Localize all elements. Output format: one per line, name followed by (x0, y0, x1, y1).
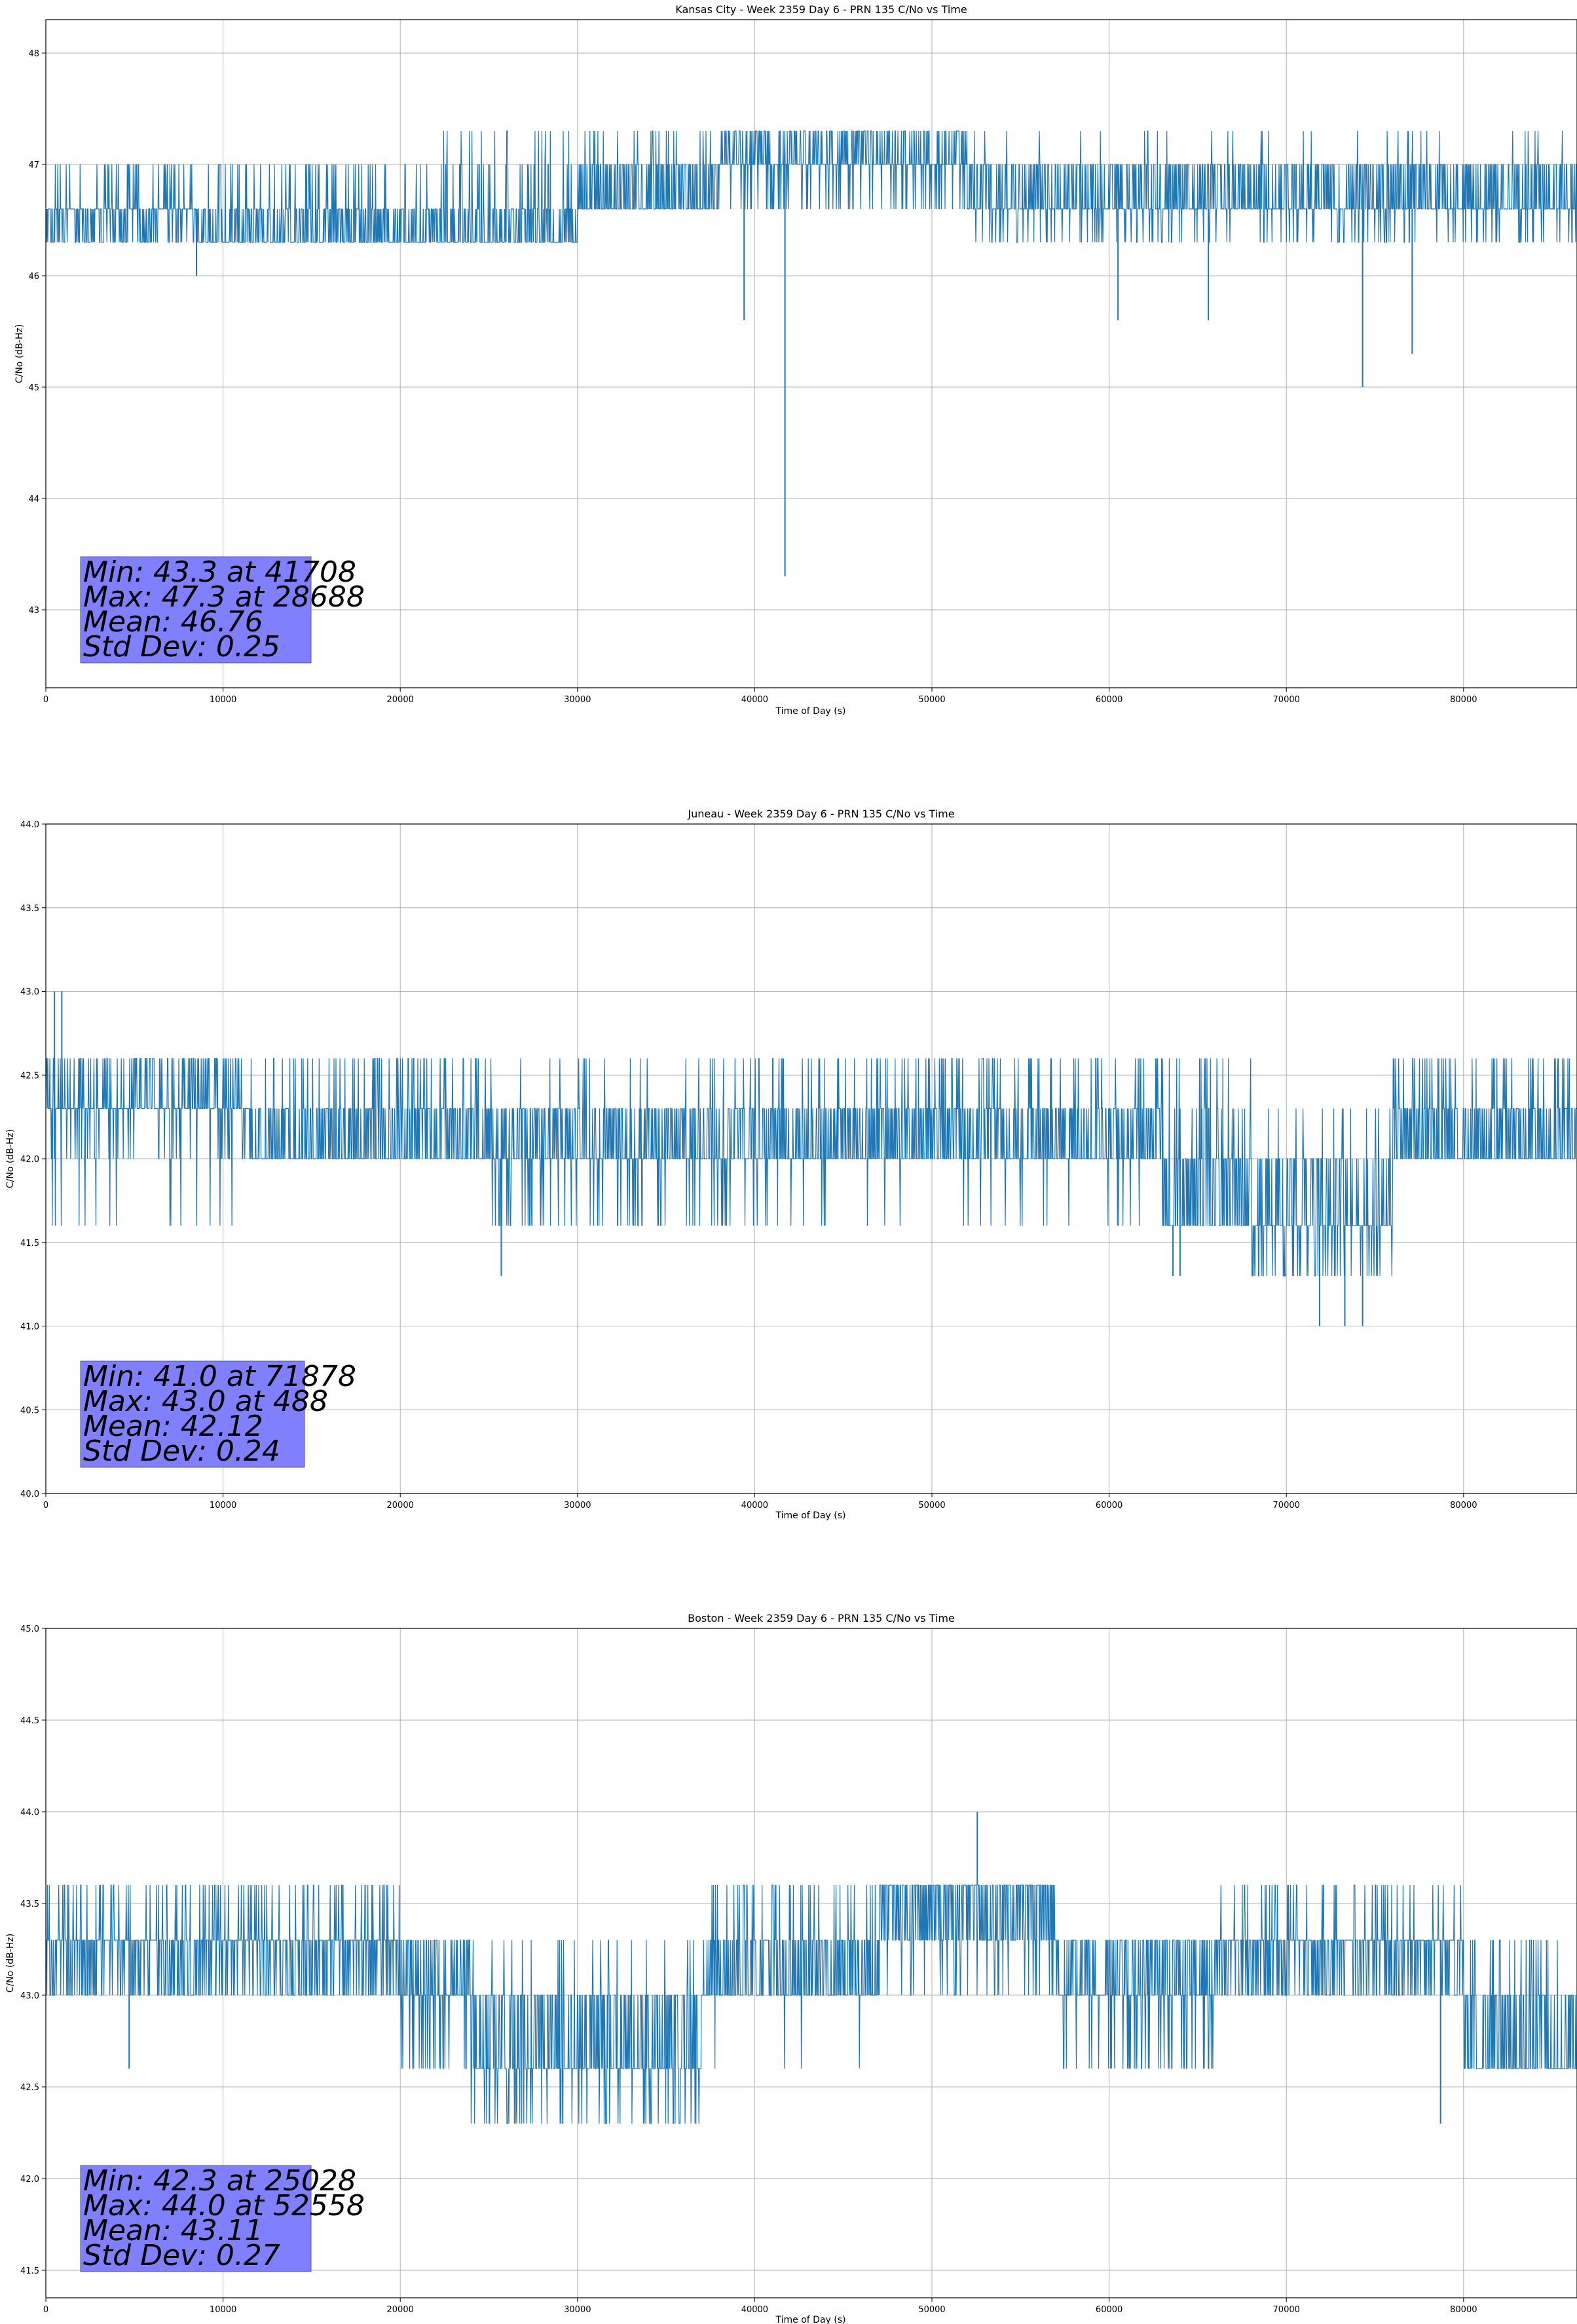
y-tick-label: 43 (28, 606, 39, 616)
stat-min-juneau: Min: 41.0 at 71878 (83, 1360, 356, 1393)
series-line-kansas-city (45, 130, 1577, 243)
x-tick-label: 70000 (1273, 695, 1300, 705)
chart-title-kansas-city: Kansas City - Week 2359 Day 6 - PRN 135 … (675, 3, 967, 16)
y-axis-label-juneau: C/No (dB-Hz) (5, 1129, 16, 1188)
x-tick-label: 0 (43, 2305, 48, 2315)
y-tick-label: 41.5 (20, 1239, 39, 1248)
x-tick-label: 0 (43, 695, 48, 705)
stat-stddev-kansas-city: Std Dev: 0.25 (83, 630, 280, 664)
x-tick-label: 50000 (918, 1501, 945, 1510)
stat-max-boston: Max: 44.0 at 52558 (83, 2189, 365, 2222)
x-tick-label: 10000 (210, 695, 236, 705)
y-axis-label-kansas-city: C/No (dB-Hz) (14, 324, 25, 383)
x-tick-label: 50000 (918, 2305, 945, 2315)
series-kansas-city (45, 130, 1577, 576)
y-tick-label: 45 (28, 383, 39, 393)
y-tick-label: 48 (28, 49, 39, 59)
x-axis-label-kansas-city: Time of Day (s) (775, 706, 846, 717)
y-tick-label: 42.0 (20, 1155, 39, 1165)
y-tick-label: 43.0 (20, 1991, 39, 2001)
x-tick-label: 10000 (210, 1501, 236, 1510)
y-tick-label: 44.0 (20, 1808, 39, 1818)
series-line-boston (46, 1884, 1577, 2124)
stat-stddev-boston: Std Dev: 0.27 (83, 2239, 280, 2272)
stat-max-kansas-city: Max: 47.3 at 28688 (83, 580, 365, 614)
x-tick-label: 20000 (387, 2305, 414, 2315)
x-tick-label: 40000 (741, 2305, 768, 2315)
chart-title-boston: Boston - Week 2359 Day 6 - PRN 135 C/No … (688, 1612, 955, 1624)
stat-max-juneau: Max: 43.0 at 488 (83, 1385, 328, 1418)
stat-min-boston: Min: 42.3 at 25028 (83, 2164, 356, 2198)
chart-title-juneau: Juneau - Week 2359 Day 6 - PRN 135 C/No … (687, 808, 954, 820)
x-tick-label: 40000 (741, 695, 768, 705)
stats-box-juneau: Min: 41.0 at 71878 Max: 43.0 at 488 Mean… (80, 1360, 356, 1468)
x-tick-label: 20000 (387, 1501, 414, 1510)
axes-frame-boston (45, 1628, 1577, 2298)
y-tick-label: 43.0 (20, 988, 39, 998)
x-tick-label: 70000 (1273, 2305, 1300, 2315)
x-tick-label: 80000 (1450, 2305, 1477, 2315)
panel-kansas-city: Kansas City - Week 2359 Day 6 - PRN 135 … (14, 3, 1577, 717)
stat-mean-boston: Mean: 43.11 (83, 2214, 263, 2247)
x-axis-label-boston: Time of Day (s) (775, 2315, 846, 2324)
x-tick-label: 50000 (918, 695, 945, 705)
x-tick-label: 70000 (1273, 1501, 1300, 1510)
series-juneau (45, 991, 1577, 1326)
y-tick-label: 42.5 (20, 2083, 39, 2093)
x-tick-label: 60000 (1096, 695, 1122, 705)
y-tick-label: 43.5 (20, 904, 39, 914)
x-tick-label: 0 (43, 1501, 48, 1510)
y-tick-label: 42.0 (20, 2175, 39, 2184)
y-tick-label: 41.0 (20, 1322, 39, 1332)
x-axis-label-juneau: Time of Day (s) (775, 1510, 846, 1521)
y-tick-label: 45.0 (20, 1624, 39, 1634)
y-tick-label: 40.0 (20, 1490, 39, 1499)
x-tick-label: 10000 (210, 2305, 236, 2315)
y-tick-label: 42.5 (20, 1071, 39, 1081)
stat-mean-kansas-city: Mean: 46.76 (83, 605, 263, 639)
panel-boston: Boston - Week 2359 Day 6 - PRN 135 C/No … (5, 1612, 1577, 2324)
stats-box-boston: Min: 42.3 at 25028 Max: 44.0 at 52558 Me… (80, 2164, 365, 2272)
y-tick-label: 40.5 (20, 1406, 39, 1415)
axes-frame-kansas-city (45, 19, 1577, 688)
x-tick-label: 20000 (387, 695, 414, 705)
x-tick-label: 80000 (1450, 1501, 1477, 1510)
y-tick-label: 44.0 (20, 820, 39, 830)
stat-stddev-juneau: Std Dev: 0.24 (83, 1434, 280, 1468)
x-tick-label: 30000 (564, 695, 591, 705)
panel-juneau: Juneau - Week 2359 Day 6 - PRN 135 C/No … (5, 808, 1577, 1521)
y-tick-label: 43.5 (20, 1900, 39, 1909)
x-tick-label: 30000 (564, 1501, 591, 1510)
x-tick-label: 30000 (564, 2305, 591, 2315)
y-tick-label: 46 (28, 272, 39, 282)
y-tick-label: 47 (28, 160, 39, 170)
stat-min-kansas-city: Min: 43.3 at 41708 (83, 555, 356, 589)
y-tick-label: 41.5 (20, 2266, 39, 2276)
y-axis-label-boston: C/No (dB-Hz) (5, 1934, 16, 1993)
stats-box-kansas-city: Min: 43.3 at 41708 Max: 47.3 at 28688 Me… (80, 555, 365, 664)
x-tick-label: 60000 (1096, 2305, 1122, 2315)
x-tick-label: 40000 (741, 1501, 768, 1510)
y-tick-label: 44.5 (20, 1716, 39, 1726)
stat-mean-juneau: Mean: 42.12 (83, 1410, 263, 1443)
x-tick-label: 80000 (1450, 695, 1477, 705)
x-tick-label: 60000 (1096, 1501, 1122, 1510)
series-boston (46, 1812, 1577, 2124)
y-tick-label: 44 (28, 495, 39, 504)
series-line-juneau (45, 1058, 1577, 1277)
